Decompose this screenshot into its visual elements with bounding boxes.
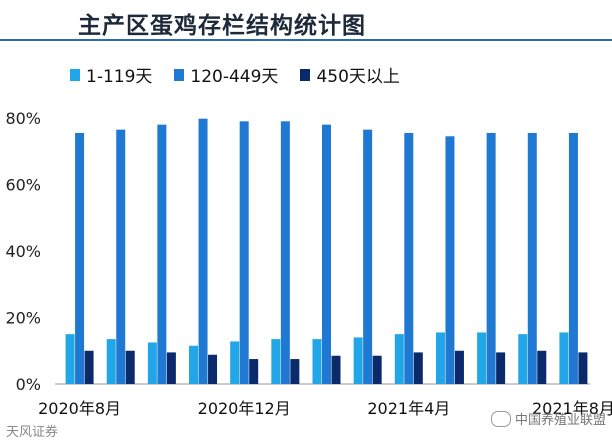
bar-2	[198, 118, 208, 385]
bar-1	[559, 332, 569, 384]
bar-3	[208, 354, 218, 384]
bar-3	[125, 350, 135, 384]
x-tick-label: 2020年12月	[198, 399, 291, 418]
bar-1	[353, 337, 363, 384]
bar-3	[290, 359, 300, 384]
bar-3	[166, 352, 176, 384]
x-tick-label: 2020年8月	[38, 399, 121, 418]
bar-1	[65, 334, 75, 385]
bar-1	[312, 339, 322, 384]
wechat-icon	[490, 410, 511, 427]
bar-2	[445, 136, 455, 384]
bar-1	[106, 339, 116, 384]
footer-source-left: 天风证券	[6, 425, 59, 440]
x-tick-label: 2021年4月	[367, 399, 450, 418]
y-tick-label: 20%	[5, 309, 41, 328]
bar-2	[486, 132, 496, 384]
bar-3	[331, 355, 341, 384]
bar-2	[527, 132, 537, 384]
bar-1	[271, 339, 281, 384]
bar-3	[496, 352, 506, 384]
bar-2	[568, 132, 578, 384]
y-tick-label: 0%	[16, 375, 41, 394]
bar-3	[537, 350, 547, 384]
chart-legend: 1-119天 120-449天 450天以上	[70, 62, 400, 87]
y-tick-label: 80%	[5, 109, 41, 128]
legend-item-s2: 120-449天	[174, 62, 278, 87]
legend-item-s1: 1-119天	[70, 62, 152, 87]
legend-label-s2: 120-449天	[190, 67, 279, 87]
legend-label-s3: 450天以上	[316, 67, 400, 87]
bar-2	[116, 129, 126, 384]
bar-1	[477, 332, 487, 384]
bar-1	[435, 332, 445, 384]
bar-2	[75, 132, 85, 384]
y-tick-label: 40%	[5, 242, 41, 261]
bar-1	[189, 345, 199, 384]
bar-2	[239, 121, 249, 384]
footer-source-right: 中国养殖业联盟	[490, 409, 606, 428]
legend-swatch-s2	[174, 68, 185, 81]
bar-2	[404, 132, 414, 384]
bar-2	[363, 129, 373, 384]
legend-swatch-s3	[300, 68, 311, 81]
bar-3	[372, 355, 382, 384]
legend-item-s3: 450天以上	[300, 62, 400, 87]
legend-swatch-s1	[70, 68, 80, 81]
chart-title: 主产区蛋鸡存栏结构统计图	[78, 13, 366, 39]
bar-1	[394, 334, 404, 385]
bar-3	[249, 359, 259, 384]
footer-source-right-label: 中国养殖业联盟	[514, 413, 606, 428]
legend-label-s1: 1-119天	[86, 67, 153, 87]
bar-3	[454, 350, 464, 384]
bar-3	[84, 350, 94, 384]
bar-2	[322, 124, 331, 385]
bar-1	[518, 334, 528, 385]
bar-1	[230, 341, 240, 384]
bar-3	[413, 352, 423, 384]
y-tick-label: 60%	[5, 176, 41, 195]
bar-1	[147, 342, 157, 384]
bar-3	[578, 352, 588, 384]
x-tick-label: 2021年8月	[532, 399, 612, 418]
title-rule	[0, 39, 612, 41]
bar-2	[280, 121, 290, 384]
bar-2	[157, 124, 167, 385]
